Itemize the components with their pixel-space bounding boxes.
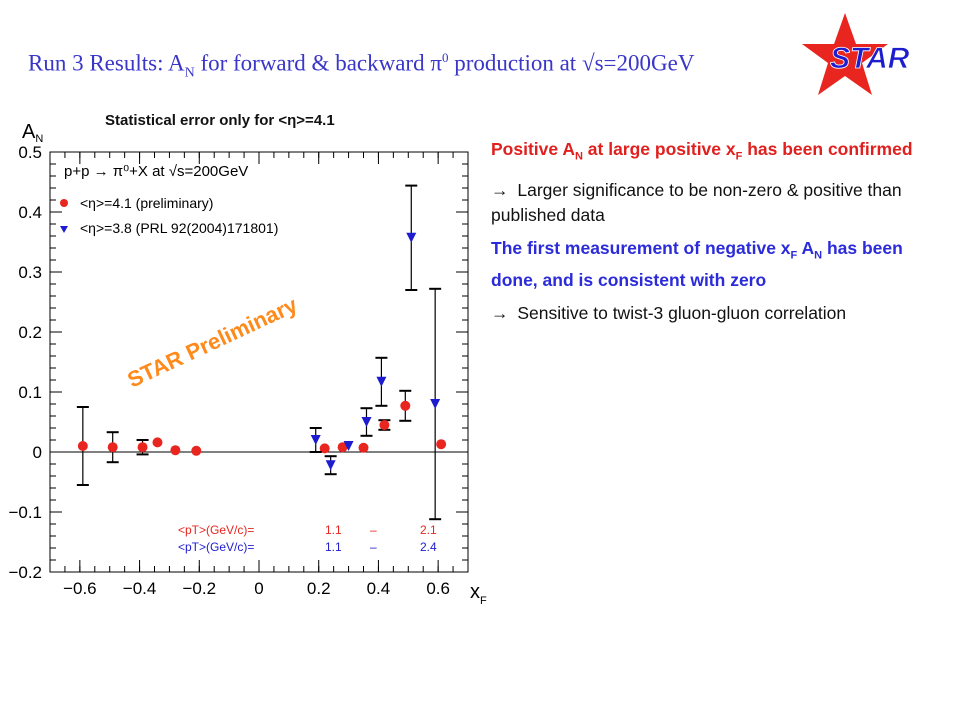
note-negative-xf: The first measurement of negative xF AN … [491, 237, 903, 291]
x-axis-label: xF [470, 581, 487, 607]
pt-row-low: 1.1 [325, 523, 342, 537]
data-point-blue [361, 417, 372, 427]
legend-marker-red [60, 199, 68, 207]
y-tick-label: 0.1 [18, 383, 42, 402]
legend-marker-blue [60, 226, 68, 233]
data-point-red [436, 439, 447, 450]
arrow-icon: → [491, 179, 509, 200]
reaction-label: p+p → π⁰+X at √s=200GeV [64, 163, 248, 180]
y-axis-label: AN [22, 121, 43, 145]
y-tick-label: −0.2 [8, 563, 42, 582]
data-point-blue [310, 435, 321, 445]
legend: <η>=4.1 (preliminary) <η>=3.8 (PRL 92(20… [60, 195, 278, 236]
y-tick-label: 0.3 [18, 263, 42, 282]
data-point-red [137, 442, 148, 453]
data-point-blue [430, 399, 441, 409]
slide-title: Run 3 Results: AN for forward & backward… [28, 50, 695, 81]
note-significance: → Larger significance to be non-zero & p… [491, 179, 902, 225]
x-tick-label: −0.6 [63, 579, 97, 598]
data-point-blue [343, 441, 354, 451]
chart-caption: Statistical error only for <η>=4.1 [105, 112, 335, 129]
data-point-blue [406, 232, 417, 243]
results-notes: Positive AN at large positive xF has bee… [491, 137, 916, 334]
star-logo: STAR [802, 13, 910, 95]
pt-row-label: <pT>(GeV/c)= [178, 540, 254, 554]
arrow-icon: → [491, 303, 509, 323]
x-tick-label: 0.2 [307, 579, 331, 598]
x-tick-label: 0.4 [367, 579, 391, 598]
pt-row-dash: – [370, 523, 377, 537]
pt-row-high: 2.4 [420, 540, 437, 554]
legend-entry-blue: <η>=3.8 (PRL 92(2004)171801) [80, 220, 278, 236]
x-tick-label: 0.6 [426, 579, 450, 598]
logo-text: STAR [830, 42, 910, 75]
data-point-red [337, 442, 348, 453]
legend-entry-red: <η>=4.1 (preliminary) [80, 195, 213, 211]
axis-ticks [49, 151, 469, 573]
data-point-blue [376, 376, 387, 387]
data-point-red [319, 443, 330, 454]
x-tick-label: 0 [254, 579, 263, 598]
data-point-red [107, 442, 118, 453]
y-tick-label: 0.2 [18, 323, 42, 342]
note-positive-an: Positive AN at large positive xF has bee… [491, 139, 913, 163]
pt-ranges: <pT>(GeV/c)= 1.1 – 2.1 <pT>(GeV/c)= 1.1 – 2.4 [178, 523, 437, 554]
data-point-red [358, 442, 369, 453]
x-tick-label: −0.4 [123, 579, 157, 598]
data-point-red [170, 445, 181, 456]
note-twist3: → Sensitive to twist-3 gluon-gluon corre… [491, 303, 847, 323]
pt-row-label: <pT>(GeV/c)= [178, 523, 254, 537]
data-marks [76, 184, 447, 521]
pt-row-dash: – [370, 540, 377, 554]
y-tick-label: −0.1 [8, 503, 42, 522]
data-point-blue [325, 460, 336, 471]
plot-frame [49, 151, 469, 573]
data-point-red [152, 437, 163, 448]
pt-row-low: 1.1 [325, 540, 342, 554]
y-tick-label: 0.5 [18, 143, 42, 162]
data-point-red [400, 400, 411, 411]
data-point-red [77, 441, 88, 451]
an-vs-xf-chart: Statistical error only for <η>=4.1 −0.6−… [8, 112, 487, 607]
y-tick-label: 0 [33, 443, 42, 462]
data-point-red [379, 420, 390, 430]
star-icon [802, 13, 888, 95]
tick-labels: −0.6 −0.4 −0.2 0 0.2 0.4 0.6 −0.2 −0.1 0 0.1 0.2 0.3… [8, 143, 450, 598]
y-tick-label: 0.4 [18, 203, 42, 222]
pt-row-high: 2.1 [420, 523, 437, 537]
x-tick-label: −0.2 [183, 579, 217, 598]
preliminary-watermark: STAR Preliminary [124, 292, 302, 393]
data-point-red [191, 445, 202, 456]
